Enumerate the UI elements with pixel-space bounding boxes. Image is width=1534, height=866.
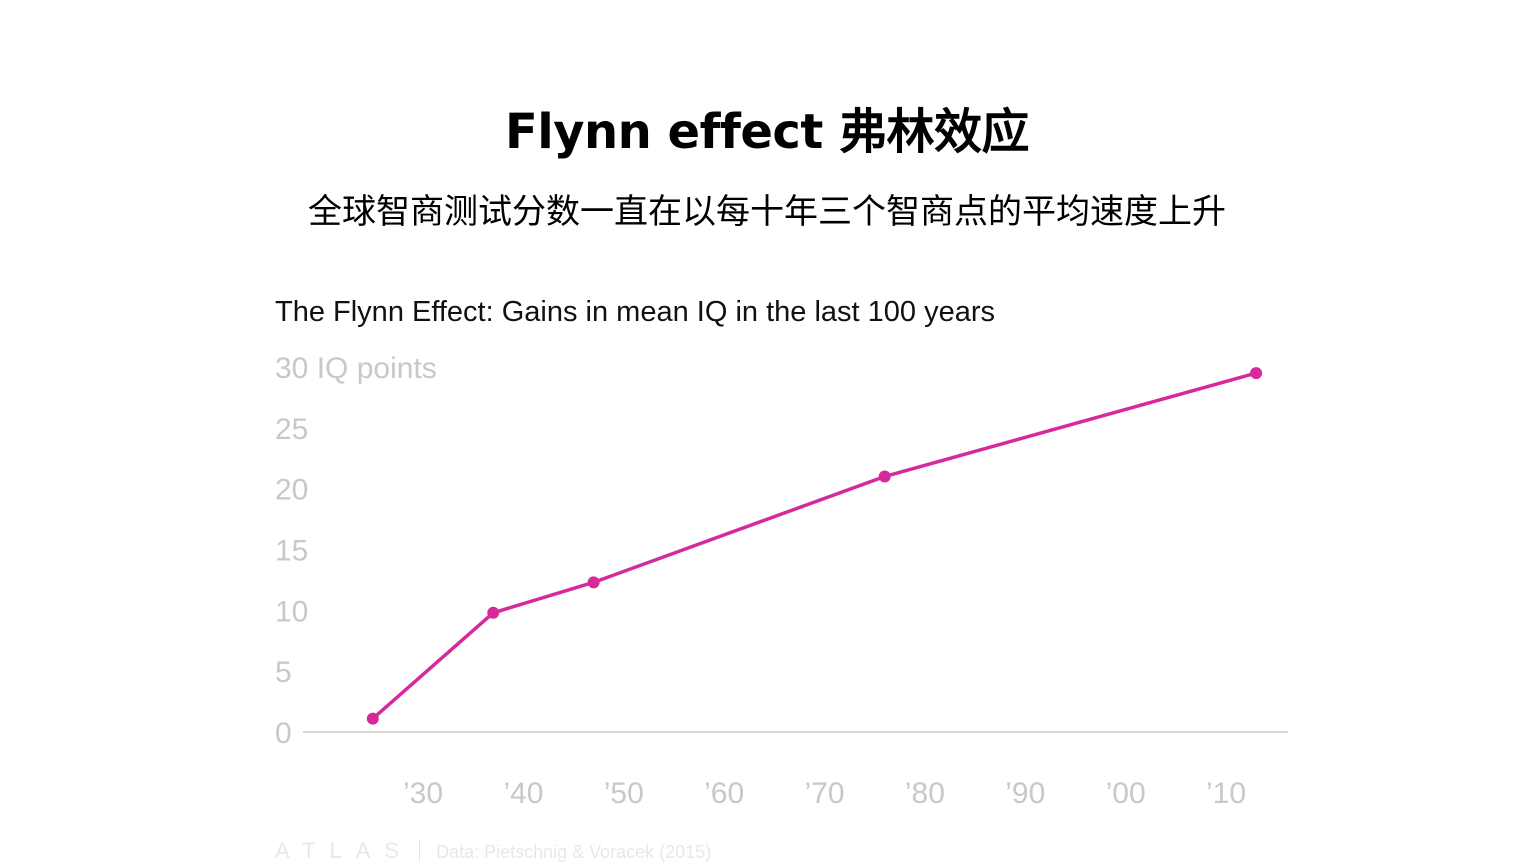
y-tick-label: 30 IQ points: [275, 352, 437, 385]
y-tick-label: 0: [275, 717, 292, 750]
y-tick-label: 20: [275, 474, 308, 507]
x-tick-label: ’70: [804, 777, 844, 810]
x-tick-label: ’30: [403, 777, 443, 810]
data-source: Data: Pietschnig & Voracek (2015): [436, 842, 712, 862]
x-tick-label: ’40: [503, 777, 543, 810]
page-subtitle: 全球智商测试分数一直在以每十年三个智商点的平均速度上升: [308, 192, 1226, 232]
page-title: Flynn effect 弗林效应: [504, 104, 1030, 160]
x-tick-label: ’00: [1106, 777, 1146, 810]
brand-logo: ATLAS: [275, 838, 414, 863]
data-point: [587, 576, 600, 589]
data-point: [1250, 367, 1263, 380]
x-tick-label: ’80: [905, 777, 945, 810]
footer: ATLAS Data: Pietschnig & Voracek (2015): [275, 838, 711, 864]
x-tick-label: ’60: [704, 777, 744, 810]
x-tick-label: ’50: [604, 777, 644, 810]
y-tick-label: 5: [275, 656, 292, 689]
data-point: [878, 470, 891, 483]
y-tick-label: 10: [275, 595, 308, 628]
y-tick-label: 25: [275, 413, 308, 446]
chart-title: The Flynn Effect: Gains in mean IQ in th…: [275, 296, 995, 328]
series-line: [371, 371, 1258, 721]
x-tick-label: ’90: [1005, 777, 1045, 810]
y-tick-label: 15: [275, 535, 308, 568]
footer-divider: [419, 840, 421, 862]
data-point: [487, 606, 500, 619]
data-point: [366, 712, 379, 725]
x-tick-label: ’10: [1206, 777, 1246, 810]
